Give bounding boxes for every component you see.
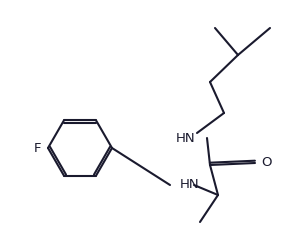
Text: HN: HN <box>175 131 195 144</box>
Text: O: O <box>261 157 271 170</box>
Text: F: F <box>34 141 41 154</box>
Text: HN: HN <box>180 179 200 191</box>
